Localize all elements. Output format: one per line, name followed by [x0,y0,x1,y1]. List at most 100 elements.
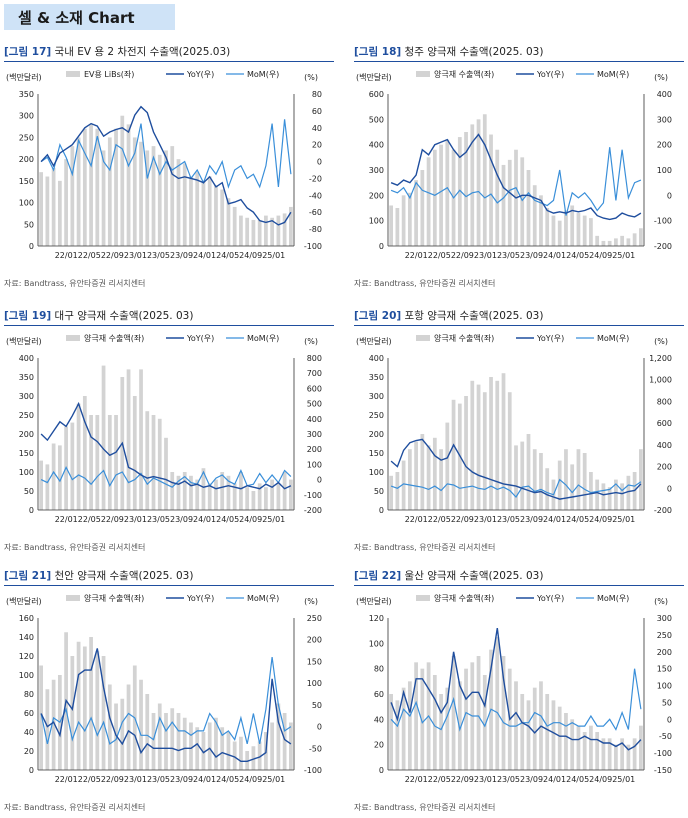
bar [39,460,43,510]
right-tick-label: 250 [307,614,322,623]
bar [632,233,637,246]
figure-number: [그림 17] [4,46,52,58]
right-tick-label: 0 [667,715,672,724]
bar [95,651,100,770]
mom-line [390,147,642,216]
bar [576,449,581,510]
legend-yoy-label: YoY(우) [536,334,564,343]
bar [457,681,462,770]
left-tick-label: 40 [24,728,34,737]
bar [282,213,287,246]
right-tick-label: -200 [654,506,672,515]
right-tick-label: 0 [667,484,672,493]
bar [170,146,175,246]
right-tick-label: 150 [657,665,672,674]
legend-bar-label: 양극재 수출액(좌) [434,333,494,343]
bar [201,468,206,510]
bar [164,713,168,770]
left-tick-label: 200 [19,155,34,164]
figure-title: 청주 양극재 수출액(2025. 03) [404,46,544,58]
bar [207,722,212,770]
left-tick-label: 40 [374,715,384,724]
left-tick-label: 250 [19,411,34,420]
figure-title: 대구 양극재 수출액(2025. 03) [54,310,194,322]
figure-title: 천안 양극재 수출액(2025. 03) [54,570,194,582]
right-tick-label: 1,200 [649,354,672,363]
legend-bar-label: 양극재 수출액(좌) [84,333,144,343]
figure-title: 국내 EV 용 2 차전지 수출액(2025.03) [54,46,231,58]
title-rule [354,585,684,586]
bar [257,483,262,510]
bar [439,449,443,510]
bar [170,472,175,510]
right-tick-label: 200 [657,463,672,472]
bar [526,434,531,510]
bar [414,441,418,510]
bar [401,195,406,246]
bar [182,472,187,510]
bar [470,380,475,510]
bar [589,725,593,770]
bar [164,437,168,510]
bar [614,479,618,510]
right-tick-label: 200 [307,445,322,454]
page-banner: 셀 & 소재 Chart [4,4,175,30]
bar [157,418,162,510]
x-tick-labels: 22/0122/0522/0923/0123/0523/0924/0124/05… [55,251,286,260]
mom-line [40,657,292,745]
right-tick-label: 40 [312,124,322,133]
bar [114,703,118,770]
bar [176,713,181,770]
bar [239,215,243,246]
bar [107,415,112,510]
bar [157,154,162,246]
bar [426,445,431,510]
bar [570,719,575,770]
chart-title: [그림 19] 대구 양극재 수출액(2025. 03) [4,308,193,323]
legend-mom-label: MoM(우) [597,334,629,343]
bar [520,157,525,246]
bar [526,170,531,246]
right-tick-label: -100 [654,217,672,226]
bar [482,114,487,246]
left-tick-label: 100 [369,217,384,226]
right-tick-label: -200 [304,506,322,515]
legend-bar-label: 양극재 수출액(좌) [84,593,144,603]
legend-mom-label: MoM(우) [597,594,629,603]
bar [589,218,593,246]
bar [607,738,612,770]
bar [82,396,87,510]
bar [564,449,568,510]
right-tick-label: -200 [654,242,672,251]
bar [545,468,550,510]
right-tick-label: 600 [307,384,322,393]
right-axis-unit: (%) [304,337,318,346]
bar [51,679,56,770]
bar [389,205,393,246]
right-tick-label: 400 [307,415,322,424]
bar [45,464,50,510]
bar [551,215,556,246]
bar [520,694,525,770]
bar [195,727,200,770]
bar [495,637,500,770]
bar [120,115,125,246]
title-rule [4,61,334,62]
bar [595,732,600,770]
right-tick-label: -100 [654,749,672,758]
source-note: 자료: Bandtrass, 유안타증권 리서치센터 [354,279,496,288]
bar [70,422,75,510]
legend-mom-label: MoM(우) [597,70,629,79]
title-rule [4,585,334,586]
bar [632,738,637,770]
yoy-line [390,438,642,500]
legend-bar-swatch [66,71,80,77]
bar [251,746,256,770]
bar [289,206,293,246]
bar [476,656,481,770]
mom-line [390,668,642,732]
bar [176,475,181,510]
figure-number: [그림 22] [354,570,402,582]
bar [557,460,562,510]
left-tick-label: 50 [24,487,34,496]
